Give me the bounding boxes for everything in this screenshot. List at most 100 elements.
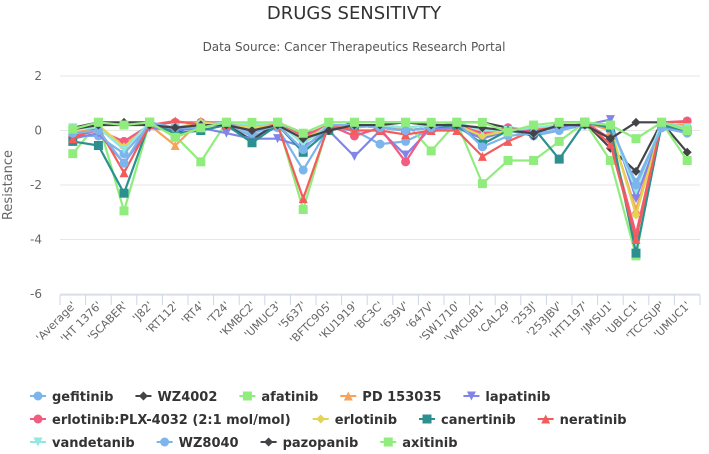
y-axis-title: Resistance: [1, 150, 16, 220]
data-point: [452, 117, 462, 127]
data-point: [477, 179, 487, 189]
legend-item[interactable]: neratinib: [537, 413, 627, 428]
legend-item[interactable]: PD 153035: [340, 390, 441, 405]
data-point: [682, 155, 692, 165]
x-tick-label: 'BC3C': [352, 299, 386, 333]
data-point: [529, 128, 539, 138]
data-point: [324, 117, 334, 127]
data-point: [93, 126, 103, 135]
data-point: [401, 136, 411, 146]
data-point: [631, 180, 641, 190]
legend-label: erlotinib: [335, 413, 397, 428]
legend-item[interactable]: WZ4002: [135, 390, 217, 405]
data-point: [682, 126, 692, 135]
legend-symbol: [466, 391, 476, 401]
legend-label: lapatinib: [485, 390, 550, 405]
data-point: [221, 128, 231, 138]
data-point: [119, 168, 129, 178]
data-point: [477, 117, 487, 127]
data-point: [68, 134, 78, 144]
legend-item[interactable]: WZ8040: [156, 436, 239, 451]
y-tick-label: 2: [34, 69, 42, 83]
data-point: [631, 117, 641, 127]
legend-symbol: [316, 414, 326, 424]
legend-item[interactable]: gefitinib: [30, 390, 113, 405]
legend-label: neratinib: [560, 413, 627, 428]
legend-label: canertinib: [441, 413, 516, 428]
data-point: [605, 155, 615, 165]
data-point: [529, 155, 539, 165]
legend-item[interactable]: lapatinib: [463, 390, 550, 405]
data-point: [503, 155, 513, 165]
data-point: [119, 188, 129, 198]
data-point: [298, 194, 308, 204]
data-point: [93, 140, 103, 150]
data-point: [554, 136, 564, 146]
data-point: [375, 117, 385, 127]
data-point: [273, 134, 283, 144]
legend: gefitinib WZ4002 afatinib PD 153035 lapatini…: [30, 390, 627, 451]
data-point: [170, 140, 180, 150]
legend-item[interactable]: pazopanib: [260, 436, 359, 451]
data-point: [477, 142, 487, 152]
legend-item[interactable]: axitinib: [380, 436, 458, 451]
grid-lines: [60, 75, 700, 295]
legend-item[interactable]: canertinib: [419, 413, 516, 428]
data-point: [631, 248, 641, 258]
data-point: [93, 117, 103, 127]
data-point: [247, 126, 257, 135]
legend-label: WZ4002: [157, 390, 217, 405]
legend-item[interactable]: erlotinib:PLX-4032 (2:1 mol/mol): [30, 413, 291, 428]
data-point: [68, 149, 78, 159]
y-tick-label: -6: [30, 287, 42, 301]
data-point: [298, 145, 308, 155]
data-point: [170, 123, 180, 133]
legend-label: pazopanib: [283, 436, 359, 451]
data-point: [298, 139, 308, 149]
data-point: [401, 150, 411, 160]
data-point: [605, 120, 615, 130]
data-point: [554, 126, 564, 135]
data-point: [426, 146, 436, 156]
y-tick-label: -4: [30, 233, 42, 247]
data-point: [298, 128, 308, 138]
legend-symbol: [138, 391, 148, 401]
series-canertinib: [68, 117, 692, 258]
data-point: [554, 117, 564, 127]
legend-item[interactable]: erlotinib: [312, 413, 397, 428]
legend-label: afatinib: [261, 390, 318, 405]
data-point: [196, 157, 206, 167]
data-point: [631, 134, 641, 144]
data-point: [631, 210, 641, 220]
data-point: [426, 117, 436, 127]
legend-symbol: [33, 391, 43, 401]
data-point: [119, 158, 129, 168]
data-point: [503, 136, 513, 146]
legend-symbol: [383, 437, 393, 447]
data-point: [631, 235, 641, 244]
legend-item[interactable]: vandetanib: [30, 436, 135, 451]
series-layer: [68, 115, 692, 261]
data-point: [605, 134, 615, 144]
legend-label: vandetanib: [52, 436, 135, 451]
data-point: [554, 154, 564, 164]
data-point: [247, 117, 257, 127]
data-point: [631, 166, 641, 176]
data-point: [349, 151, 359, 161]
data-point: [401, 157, 411, 167]
y-tick-label: 0: [34, 124, 42, 138]
legend-label: axitinib: [402, 436, 457, 451]
legend-item[interactable]: afatinib: [239, 390, 318, 405]
data-point: [298, 205, 308, 215]
legend-symbol: [343, 391, 353, 401]
data-point: [196, 123, 206, 133]
legend-symbol: [422, 414, 432, 424]
data-point: [477, 131, 487, 141]
data-point: [349, 126, 359, 135]
x-tick-label: 'RT4': [179, 299, 207, 327]
data-point: [119, 145, 129, 155]
data-point: [273, 117, 283, 127]
data-point: [631, 205, 641, 215]
data-point: [657, 117, 667, 127]
legend-symbol: [160, 437, 170, 447]
